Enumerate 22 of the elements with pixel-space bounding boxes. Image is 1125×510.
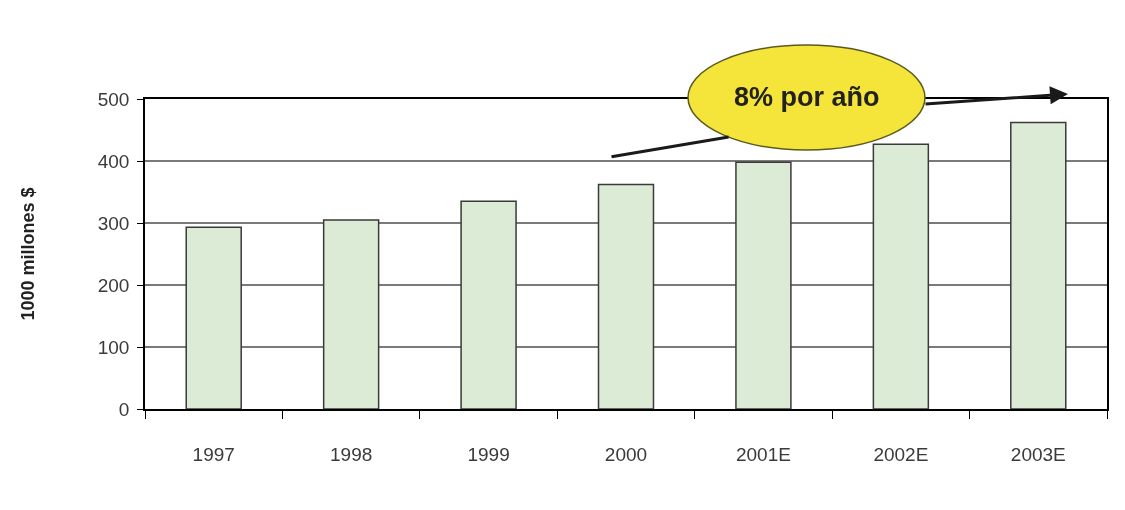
x-tick-label: 2000 — [604, 443, 648, 465]
x-tick-label: 1998 — [330, 443, 373, 465]
x-tick-label: 2003E — [1010, 443, 1066, 465]
annotation: 8% por año — [734, 82, 880, 112]
x-tick-label: 2001E — [735, 443, 791, 465]
y-tick-label: 400 — [97, 150, 130, 172]
x-tick-label: 1999 — [467, 443, 510, 465]
bar — [1010, 121, 1067, 409]
bar — [185, 226, 242, 409]
bar — [322, 219, 380, 409]
bar — [872, 143, 930, 409]
y-tick-label: 300 — [97, 212, 130, 234]
x-tick-label: 1997 — [192, 443, 235, 465]
y-tick-label: 100 — [97, 336, 130, 358]
y-tick-label: 200 — [97, 274, 130, 296]
y-tick-label: 500 — [97, 88, 130, 110]
y-axis-title: 1000 millones $ — [18, 187, 39, 321]
x-tick-label: 2002E — [873, 443, 929, 465]
bar — [460, 200, 517, 409]
bar — [735, 161, 792, 409]
bar — [597, 183, 655, 409]
y-tick-label: 0 — [118, 398, 130, 420]
